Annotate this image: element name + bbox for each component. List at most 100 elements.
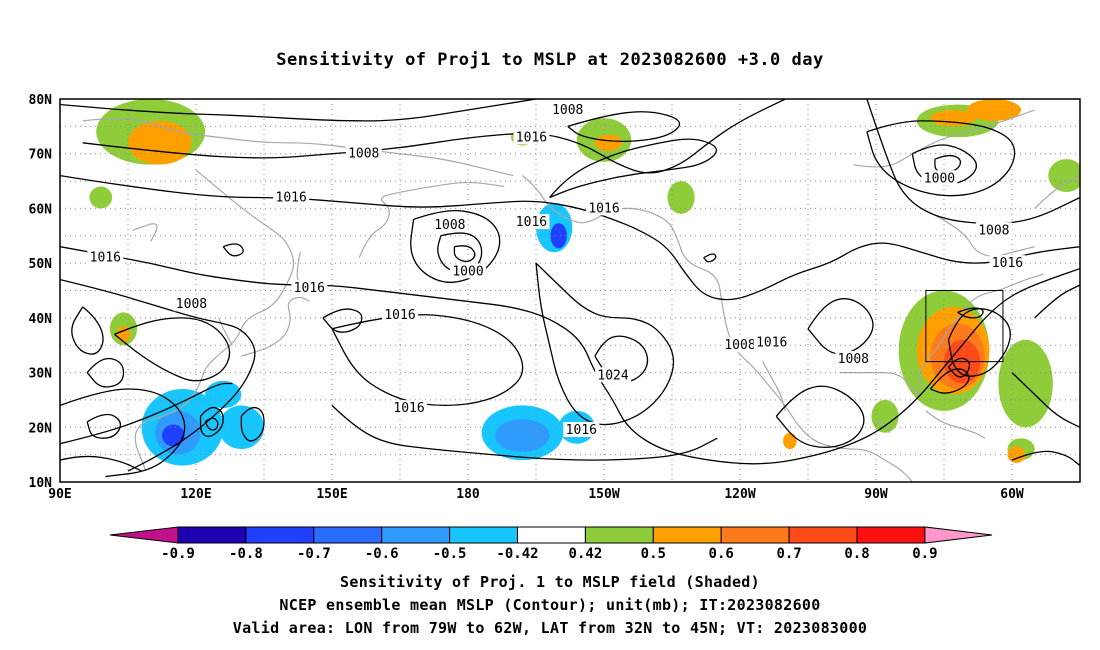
contour-label: 1016: [588, 201, 619, 216]
colorbar-tick-label: -0.9: [161, 546, 195, 562]
colorbar-swatch: [381, 526, 451, 544]
contour-label: 1016: [384, 308, 415, 323]
contour-label: 1016: [566, 423, 597, 438]
contour-label: 1008: [978, 223, 1009, 238]
contour-label-bg: [722, 337, 758, 353]
latitude-label: 30N: [29, 367, 53, 382]
coastline: [82, 118, 514, 177]
latitude-label: 60N: [29, 202, 53, 217]
contour-line: [60, 174, 1080, 301]
colorbar-swatch: [517, 526, 586, 544]
colorbar-swatch: [245, 526, 315, 544]
sensitivity-patch: [998, 339, 1053, 428]
contour-label-bg: [835, 350, 872, 366]
colorbar-tick-label: -0.6: [365, 546, 399, 562]
contour-line: [322, 308, 363, 333]
contour-line: [866, 120, 1016, 197]
colorbar-swatch: [177, 526, 247, 544]
contour-label-bg: [975, 222, 1012, 238]
latitude-label: 40N: [29, 312, 53, 327]
contour-label-bg: [513, 214, 550, 230]
contour-label: 1008: [348, 147, 379, 162]
colorbar-tick-label: 0.42: [569, 546, 603, 562]
coastline: [358, 181, 505, 258]
colorbar-tick-label: -0.7: [297, 546, 331, 562]
sensitivity-patch: [162, 424, 185, 447]
contour-line: [866, 99, 1080, 225]
contour-line: [535, 262, 675, 426]
sensitivity-patch: [594, 134, 623, 151]
colorbar-swatch: [856, 526, 926, 544]
colorbar-high-triangle: [924, 526, 993, 544]
map-title: Sensitivity of Proj1 to MSLP at 20230826…: [276, 50, 824, 70]
contour-label-bg: [450, 263, 486, 279]
sensitivity-patch: [667, 181, 695, 214]
contour-line: [204, 417, 219, 431]
colorbar-tick-label: 0.5: [641, 546, 666, 562]
longitude-label: 90W: [864, 487, 888, 502]
latitude-label: 20N: [29, 421, 53, 436]
sensitivity-patch: [930, 109, 976, 127]
colorbar-tick-label: -0.5: [433, 546, 467, 562]
sensitivity-patch: [1007, 446, 1026, 463]
coastline: [925, 410, 986, 439]
latitude-label: 70N: [29, 148, 53, 163]
coastline: [296, 252, 301, 286]
colorbar-labels: -0.9 -0.8 -0.7 -0.6 -0.5 -0.42 0.42 0.5 0.6 0.7 0.…: [161, 546, 937, 562]
contour-label-bg: [345, 145, 382, 161]
contour-label-bg: [586, 200, 622, 216]
contour-label: 1024: [597, 368, 628, 383]
contour-line: [1034, 284, 1080, 319]
contour-line: [222, 243, 244, 257]
contour-line: [60, 388, 186, 478]
contour-line: [60, 455, 142, 472]
contour-label-bg: [173, 296, 210, 312]
colorbar-swatch: [720, 526, 790, 544]
sensitivity-patch: [1048, 159, 1080, 193]
contour-label: 1016: [756, 335, 787, 350]
colorbar-swatch: [652, 526, 722, 544]
colorbar-swatch: [313, 526, 383, 544]
contour-label: 1016: [516, 215, 547, 230]
sensitivity-patch: [495, 419, 550, 452]
contour-label-bg: [431, 216, 468, 232]
contour-line: [1011, 372, 1080, 428]
longitude-label: 150W: [588, 487, 619, 502]
colorbar-tick-label: -0.42: [496, 546, 538, 562]
latitude-label: 80N: [29, 93, 53, 108]
contour-line: [86, 357, 125, 388]
coastline: [921, 207, 1035, 257]
contour-line: [331, 314, 524, 407]
colorbar-tick-label: 0.8: [844, 546, 869, 562]
coastline: [134, 169, 295, 472]
coastline: [241, 296, 310, 357]
contour-label: 1016: [294, 281, 325, 296]
contour-line: [567, 111, 681, 143]
contour-line: [240, 406, 265, 442]
contour-label: 1000: [924, 171, 955, 186]
latitude-label: 10N: [29, 476, 53, 491]
contour-line: [60, 382, 233, 445]
contour-label-bg: [391, 400, 428, 416]
caption-contour: NCEP ensemble mean MSLP (Contour); unit(…: [279, 596, 821, 614]
contour-line: [948, 357, 971, 378]
contour-line: [86, 413, 122, 439]
contour-label: 1016: [393, 401, 424, 416]
longitude-label: 180: [456, 487, 480, 502]
contour-line: [199, 406, 224, 438]
colorbar: [109, 526, 993, 544]
contour-line: [410, 210, 501, 283]
colorbar-swatch: [584, 526, 654, 544]
contour-label: 1008: [724, 338, 755, 353]
contour-line: [71, 306, 104, 355]
valid-area-box: [925, 290, 1004, 363]
contour-label: 1016: [516, 130, 547, 145]
contour-label-bg: [291, 279, 328, 295]
contour-label-bg: [549, 101, 586, 117]
plot-frame: [59, 98, 1081, 483]
contour-line: [60, 278, 256, 472]
coastline: [875, 421, 891, 434]
longitude-label: 90E: [48, 487, 71, 502]
